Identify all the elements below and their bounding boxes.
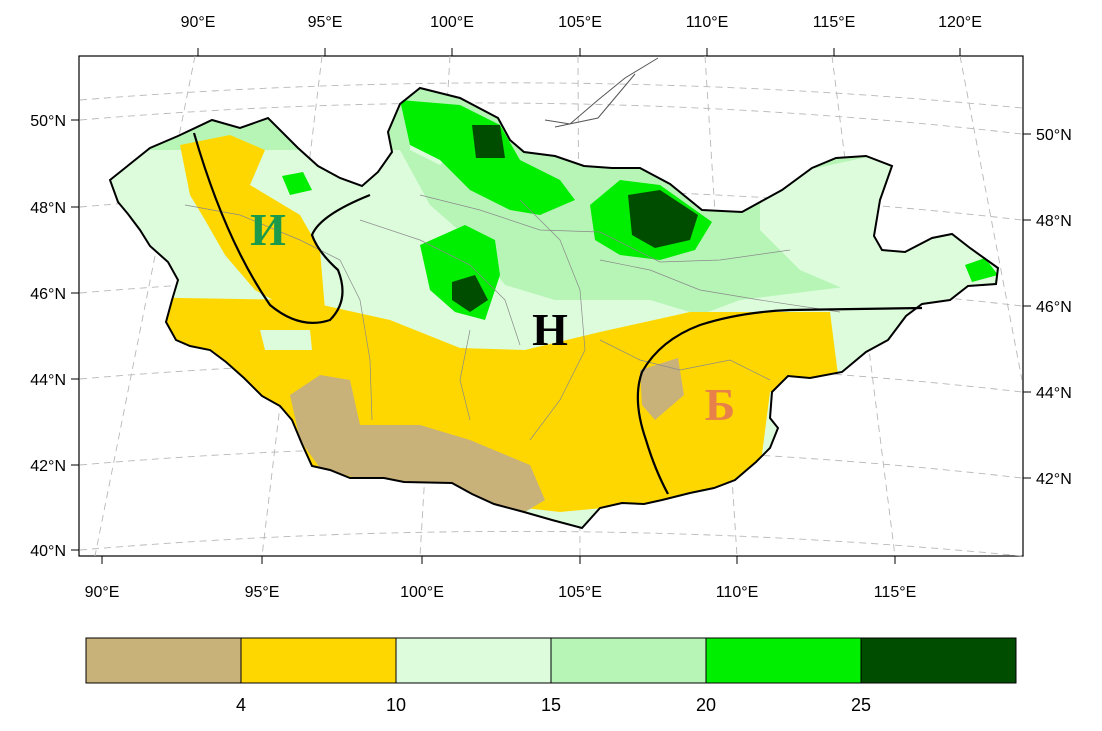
province-line [599,259,841,313]
colorbar: 4 10 15 20 25 [85,637,1017,715]
field-west-4-10 [180,135,325,315]
field-east-tip-20-25 [965,258,998,282]
province-line [184,204,373,421]
colorbar-swatch-20-25 [705,637,862,684]
lat-label-left: 48°N [30,200,66,217]
province-line [359,219,521,346]
top-ticks [197,48,961,56]
gridline-lat-50 [79,102,1023,135]
bottom-longitude-labels: 90°E 95°E 100°E 105°E 110°E 115°E [85,584,917,601]
lon-label-bottom: 100°E [400,584,444,601]
zone-label-southeast: Б [705,379,735,430]
lat-label-left: 46°N [30,286,66,303]
field-khentii-over-25 [628,190,698,248]
lon-label-bottom: 115°E [874,584,917,601]
zone-boundary-west [192,132,371,324]
province-boundaries [184,194,841,441]
colorbar-label: 15 [541,695,561,715]
zone-label-central: Н [532,304,568,355]
field-southeast-under-4 [640,358,684,420]
lon-label-top: 90°E [181,14,216,31]
province-line [599,339,771,381]
province-line [419,194,791,263]
neighbour-border-line [544,57,659,128]
gridline-lon-120 [959,55,1023,381]
lat-label-left: 42°N [30,458,66,475]
lat-label-left: 40°N [30,543,66,560]
bottom-ticks [101,556,896,564]
lon-label-top: 100°E [430,14,474,31]
gridline-lat-40 [79,530,1023,557]
lon-label-top: 115°E [813,14,856,31]
field-southwest-under-4 [290,375,545,515]
lat-label-right: 42°N [1036,471,1072,488]
province-line [459,329,471,421]
lon-label-bottom: 90°E [85,584,120,601]
field-west-spot-10-15 [260,330,312,350]
zone-label-west: И [250,204,286,255]
lon-label-top: 95°E [308,14,343,31]
field-north-over-25 [472,125,505,158]
lat-label-right: 46°N [1036,299,1072,316]
field-altai-spot-20-25 [282,172,312,195]
lon-label-bottom: 105°E [558,584,602,601]
lon-label-top: 110°E [686,14,729,31]
lon-label-bottom: 95°E [245,584,280,601]
colorbar-swatch-15-20 [550,637,707,684]
colorbar-swatch-over-25 [860,637,1017,684]
colorbar-swatch-4-10 [240,637,397,684]
top-longitude-labels: 90°E 95°E 100°E 105°E 110°E 115°E 120°E [181,14,982,31]
lat-label-left: 44°N [30,372,66,389]
field-khangai-over-25 [452,275,488,312]
lon-label-top: 105°E [558,14,602,31]
colorbar-label: 4 [236,695,246,715]
left-latitude-labels: 50°N 48°N 46°N 44°N 42°N 40°N [30,113,66,560]
left-ticks [71,119,79,551]
colorbar-swatch-10-15 [395,637,552,684]
zone-boundary-southeast [636,306,923,495]
lat-label-left: 50°N [30,113,66,130]
colorbar-label: 10 [386,695,406,715]
lon-label-top: 120°E [938,14,982,31]
colorbar-swatch-under-4 [85,637,242,684]
lat-label-right: 50°N [1036,127,1072,144]
right-ticks [1023,133,1031,479]
province-line [519,199,586,441]
colorbar-label: 20 [696,695,716,715]
gridline-lat-52 [79,82,1023,109]
right-latitude-labels: 50°N 48°N 46°N 44°N 42°N [1036,127,1072,488]
lat-label-right: 44°N [1036,385,1072,402]
lat-label-right: 48°N [1036,213,1072,230]
lon-label-bottom: 110°E [716,584,759,601]
colorbar-label: 25 [851,695,871,715]
